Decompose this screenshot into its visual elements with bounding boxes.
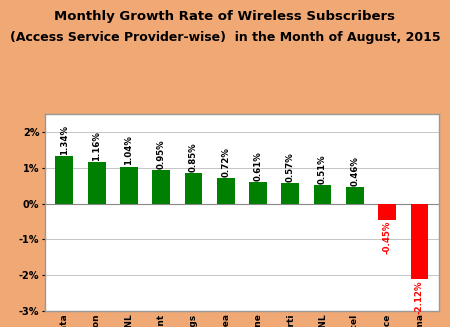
Bar (55, 156, 73, 204)
Text: 0.61%: 0.61% (253, 151, 262, 181)
Text: -2.12%: -2.12% (415, 280, 424, 314)
Text: (Access Service Provider-wise)  in the Month of August, 2015: (Access Service Provider-wise) in the Mo… (10, 31, 440, 44)
Text: 0.57%: 0.57% (286, 152, 295, 182)
Bar (346, 187, 364, 204)
Bar (152, 170, 170, 204)
Text: 1.16%: 1.16% (92, 131, 101, 161)
Text: 1.04%: 1.04% (124, 136, 133, 165)
Text: 0.51%: 0.51% (318, 155, 327, 184)
Text: 1.34%: 1.34% (60, 125, 69, 155)
Bar (249, 182, 267, 204)
Bar (88, 162, 105, 204)
Bar (217, 178, 234, 204)
Text: 0.85%: 0.85% (189, 143, 198, 172)
Text: -0.45%: -0.45% (382, 221, 392, 254)
Text: 0.72%: 0.72% (221, 147, 230, 177)
Bar (378, 204, 396, 220)
Text: Monthly Growth Rate of Wireless Subscribers: Monthly Growth Rate of Wireless Subscrib… (54, 10, 396, 23)
Text: 0.95%: 0.95% (157, 139, 166, 169)
Bar (120, 166, 138, 204)
Bar (314, 185, 332, 204)
Text: 0.46%: 0.46% (351, 156, 360, 186)
Bar (184, 173, 202, 204)
Bar (410, 204, 428, 279)
Bar (281, 183, 299, 204)
